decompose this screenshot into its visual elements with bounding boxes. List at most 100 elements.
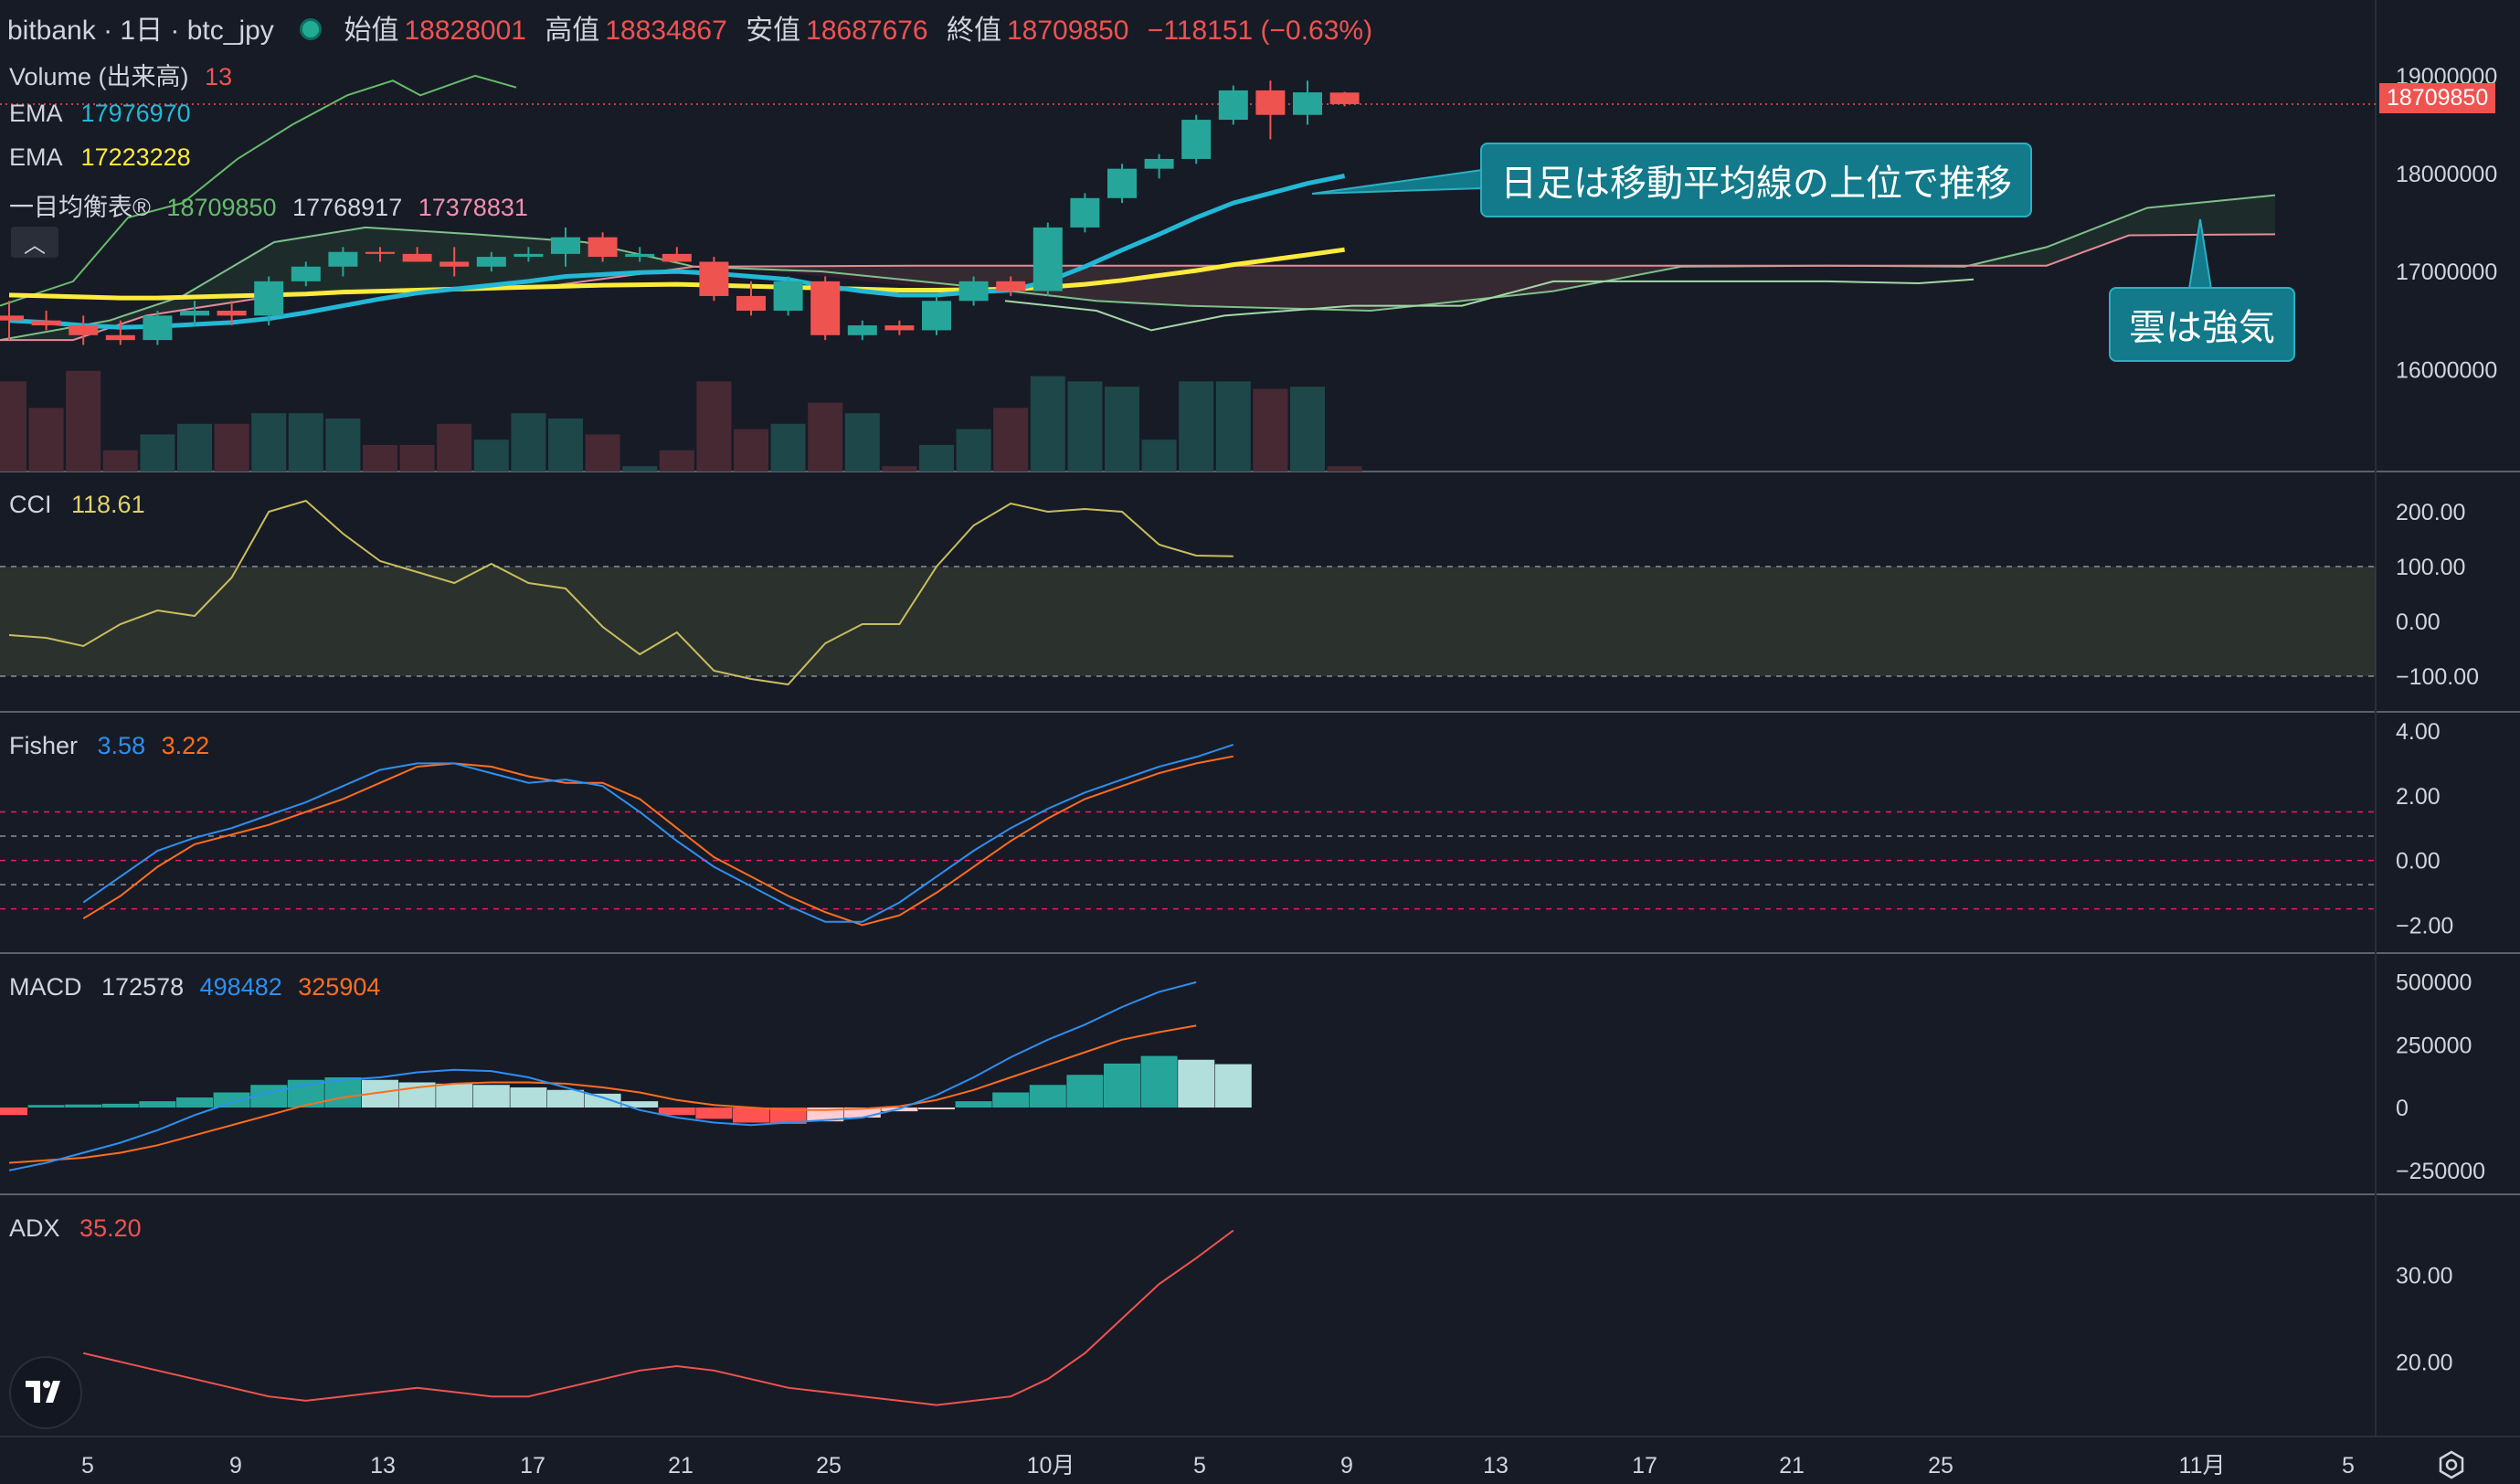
candle-body bbox=[736, 295, 766, 311]
macd-histogram-bar bbox=[213, 1092, 250, 1108]
volume-bar bbox=[473, 440, 509, 472]
macd-histogram-bar bbox=[843, 1108, 881, 1118]
macd-histogram-bar bbox=[472, 1085, 510, 1108]
macd-histogram-bar bbox=[955, 1101, 992, 1108]
macd-value-3: 325904 bbox=[298, 973, 381, 1001]
volume-bar bbox=[1067, 381, 1103, 472]
price-tick-label: 17000000 bbox=[2396, 260, 2497, 285]
symbol-title[interactable]: bitbank · 1日 · btc_jpy bbox=[7, 16, 274, 46]
legend-volume[interactable]: Volume (出来高) 13 bbox=[9, 57, 232, 92]
legend-fisher[interactable]: Fisher 3.58 3.22 bbox=[9, 732, 209, 760]
macd-histogram-bar bbox=[733, 1108, 769, 1123]
cci-label: CCI bbox=[9, 491, 52, 518]
time-tick-label: 5 bbox=[1193, 1453, 1206, 1479]
volume-bar bbox=[1215, 381, 1251, 472]
time-tick-label: 21 bbox=[1779, 1453, 1805, 1479]
macd-histogram-bar bbox=[695, 1108, 733, 1119]
candle-body bbox=[588, 237, 618, 258]
candle-body bbox=[328, 251, 358, 267]
volume-bar bbox=[66, 370, 101, 472]
candle-body bbox=[1293, 92, 1322, 115]
time-tick-label: 13 bbox=[370, 1453, 396, 1479]
high-label: 高值 bbox=[545, 16, 600, 46]
macd-tick-label: 500000 bbox=[2396, 970, 2472, 996]
candle-body bbox=[1329, 92, 1360, 104]
ichimoku-value-1: 18709850 bbox=[166, 194, 277, 221]
low-value: 18687676 bbox=[806, 16, 928, 46]
candle-body bbox=[31, 320, 61, 326]
chart-settings-button[interactable] bbox=[2436, 1449, 2467, 1480]
volume-bar bbox=[288, 413, 323, 472]
legend-ema-fast[interactable]: EMA 17976970 bbox=[9, 100, 191, 128]
legend-macd[interactable]: MACD 172578 498482 325904 bbox=[9, 973, 380, 1002]
macd-histogram-bar bbox=[658, 1108, 695, 1116]
volume-bar bbox=[1290, 387, 1325, 472]
fisher-tick-label: 4.00 bbox=[2396, 719, 2441, 745]
volume-bar bbox=[251, 413, 287, 472]
close-label: 終值 bbox=[946, 16, 1001, 46]
macd-histogram-bar bbox=[992, 1092, 1030, 1108]
macd-histogram-bar bbox=[65, 1104, 102, 1108]
callout-ema-trend[interactable]: 日足は移動平均線の上位で推移 bbox=[1480, 143, 2032, 217]
macd-histogram-bar bbox=[1029, 1085, 1066, 1108]
volume-bar bbox=[1105, 387, 1139, 472]
macd-histogram-bar bbox=[547, 1089, 584, 1108]
collapse-legend-button[interactable]: ︿ bbox=[11, 227, 58, 258]
cci-tick-label: 100.00 bbox=[2396, 555, 2465, 580]
candle-body bbox=[105, 334, 135, 341]
adx-tick-label: 20.00 bbox=[2396, 1350, 2453, 1375]
candle-body bbox=[1107, 168, 1137, 198]
change-value: −118151 (−0.63%) bbox=[1147, 16, 1373, 46]
candle-body bbox=[922, 301, 951, 331]
volume-bar bbox=[808, 402, 843, 472]
candle-body bbox=[1144, 158, 1174, 169]
macd-tick-label: 0 bbox=[2396, 1096, 2409, 1121]
ichimoku-value-2: 17768917 bbox=[292, 194, 403, 221]
price-tick-label: 18000000 bbox=[2396, 162, 2497, 187]
tradingview-logo[interactable] bbox=[9, 1356, 82, 1429]
volume-bar bbox=[28, 408, 64, 472]
macd-histogram-bar bbox=[1178, 1059, 1215, 1108]
volume-bar bbox=[548, 419, 583, 472]
candle-body bbox=[662, 253, 692, 262]
macd-line bbox=[8, 980, 1197, 1171]
macd-histogram-bar bbox=[27, 1105, 65, 1108]
ema-slow-value: 17223228 bbox=[80, 143, 191, 171]
macd-histogram-bar bbox=[139, 1101, 176, 1108]
time-tick-label: 13 bbox=[1483, 1453, 1509, 1479]
fisher-value-1: 3.58 bbox=[97, 732, 146, 759]
adx-value: 35.20 bbox=[79, 1214, 142, 1242]
time-tick-label: 17 bbox=[1632, 1453, 1657, 1479]
open-label: 始值 bbox=[344, 16, 399, 46]
gear-icon bbox=[2439, 1450, 2464, 1479]
candle-body bbox=[439, 261, 470, 267]
volume-bar bbox=[919, 445, 954, 472]
cci-tick-label: −100.00 bbox=[2396, 664, 2479, 690]
fisher-tick-label: 0.00 bbox=[2396, 849, 2441, 874]
legend-ichimoku[interactable]: 一目均衡表® 18709850 17768917 17378831 bbox=[9, 187, 528, 223]
cci-line bbox=[8, 499, 1234, 686]
volume-bar bbox=[177, 423, 212, 472]
fisher-trigger-line bbox=[82, 755, 1234, 927]
fisher-tick-label: 2.00 bbox=[2396, 784, 2441, 810]
candle-body bbox=[0, 315, 24, 321]
ichimoku-cloud-bull bbox=[0, 195, 2275, 341]
candle-body bbox=[996, 281, 1026, 292]
legend-adx[interactable]: ADX 35.20 bbox=[9, 1214, 142, 1243]
callout-cloud-bullish[interactable]: 雲は強気 bbox=[2109, 287, 2295, 362]
legend-cci[interactable]: CCI 118.61 bbox=[9, 491, 145, 519]
macd-histogram-bar bbox=[1104, 1063, 1140, 1108]
candle-body bbox=[958, 281, 989, 302]
last-price-tag: 18709850 bbox=[2379, 83, 2496, 113]
time-tick-label: 5 bbox=[81, 1453, 94, 1479]
volume-bar bbox=[770, 423, 806, 472]
time-tick-label: 9 bbox=[1340, 1453, 1353, 1479]
candle-body bbox=[1070, 197, 1100, 228]
volume-bar bbox=[1141, 440, 1177, 472]
candle-body bbox=[1218, 90, 1248, 121]
legend-ema-slow[interactable]: EMA 17223228 bbox=[9, 143, 191, 172]
candle-body bbox=[365, 251, 395, 254]
cci-tick-label: 200.00 bbox=[2396, 500, 2465, 525]
volume-value: 13 bbox=[205, 63, 233, 90]
